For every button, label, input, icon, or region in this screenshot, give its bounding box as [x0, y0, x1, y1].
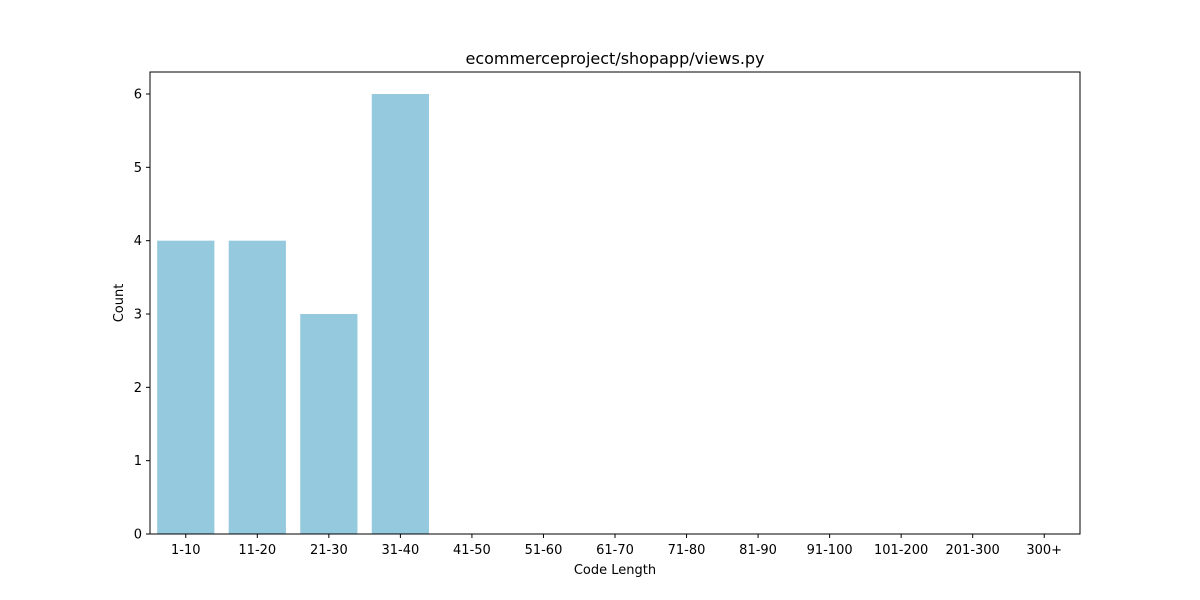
bar-21-30: [300, 314, 358, 534]
y-axis-label: Count: [112, 284, 127, 323]
y-tick-label: 4: [134, 234, 142, 249]
x-tick-label: 21-30: [310, 543, 348, 558]
x-tick-label: 61-70: [596, 543, 634, 558]
x-tick-label: 41-50: [453, 543, 491, 558]
x-tick-label: 101-200: [874, 543, 928, 558]
y-axis: 0 1 2 3 4 5 6: [134, 88, 150, 543]
x-tick-label: 71-80: [668, 543, 706, 558]
y-tick-label: 6: [134, 88, 142, 103]
x-tick-label: 51-60: [525, 543, 563, 558]
y-tick-label: 2: [134, 381, 142, 396]
chart-title: ecommerceproject/shopapp/views.py: [465, 49, 764, 68]
x-axis-label: Code Length: [574, 563, 656, 578]
x-tick-label: 31-40: [381, 543, 419, 558]
y-tick-label: 1: [134, 454, 142, 469]
x-tick-label: 300+: [1026, 543, 1062, 558]
bar-11-20: [228, 240, 286, 535]
x-axis: 1-10 11-20 21-30 31-40 41-50 51-60 61-70 71-80 8…: [171, 534, 1062, 558]
x-tick-label: 81-90: [739, 543, 777, 558]
bar-31-40: [371, 94, 429, 534]
x-tick-label: 11-20: [238, 543, 276, 558]
bars-group: [157, 94, 429, 535]
x-tick-label: 1-10: [171, 543, 201, 558]
y-tick-label: 3: [134, 308, 142, 323]
y-tick-label: 5: [134, 161, 142, 176]
y-tick-label: 0: [134, 528, 142, 543]
bar-1-10: [157, 240, 215, 535]
x-tick-label: 91-100: [807, 543, 853, 558]
x-tick-label: 201-300: [946, 543, 1000, 558]
